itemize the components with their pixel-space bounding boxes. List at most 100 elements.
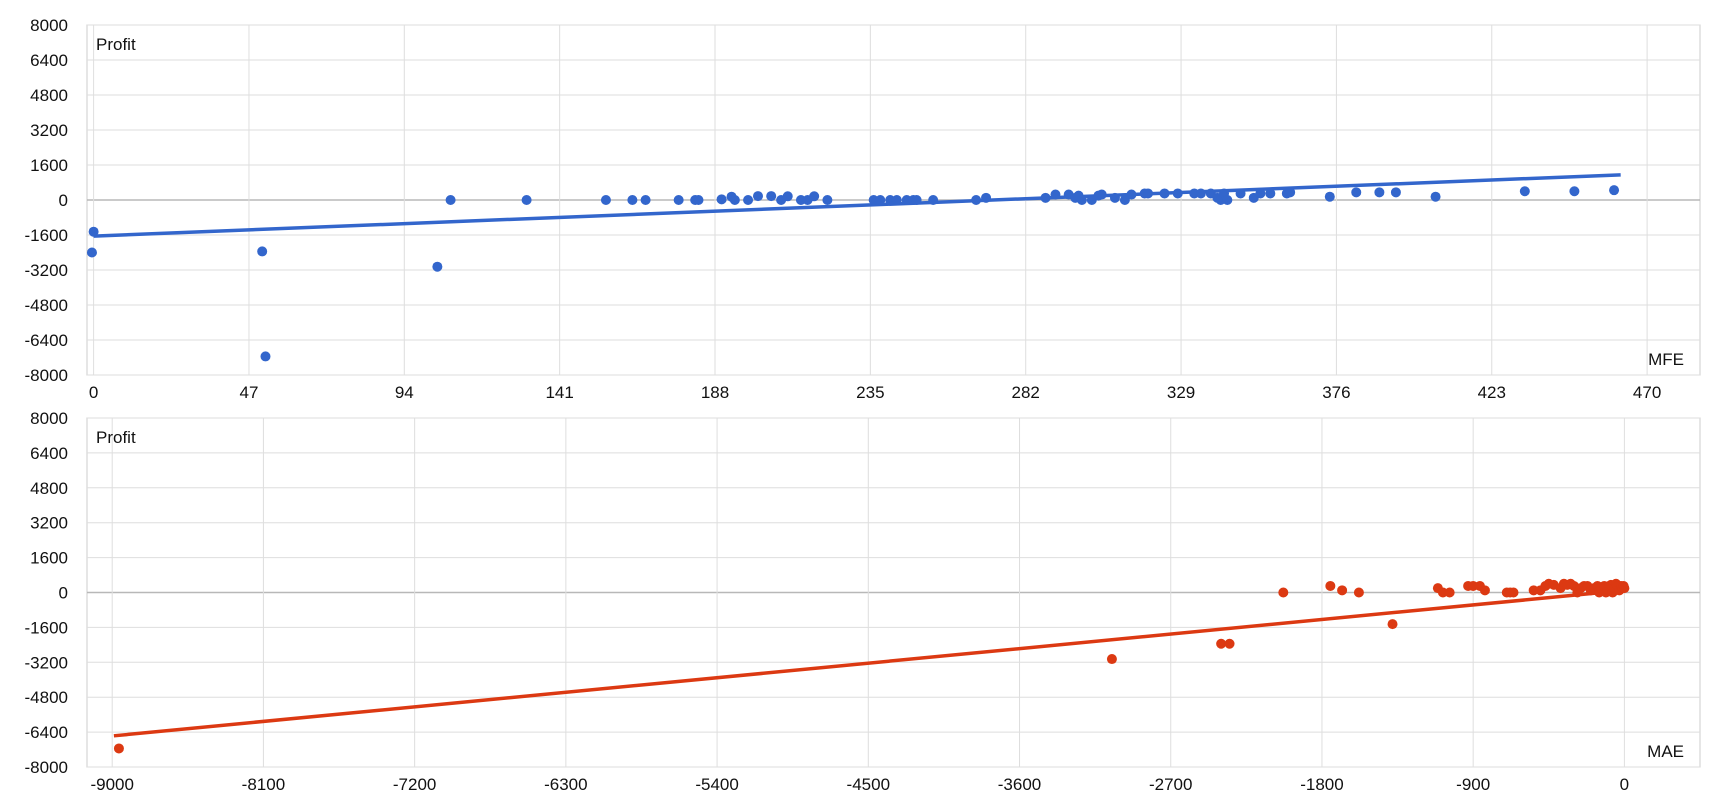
- y-tick-label: -3200: [25, 261, 68, 280]
- x-tick-label: 188: [701, 383, 729, 402]
- x-tick-label: -5400: [695, 775, 738, 794]
- x-tick-label: -3600: [998, 775, 1041, 794]
- data-point: [716, 194, 727, 205]
- data-point: [1195, 188, 1206, 199]
- y-tick-label: 0: [59, 584, 68, 603]
- data-point: [1619, 583, 1630, 594]
- data-point: [521, 195, 532, 205]
- y-tick-label: -8000: [25, 758, 68, 777]
- data-point: [1040, 192, 1051, 203]
- y-tick-label: -6400: [25, 723, 68, 742]
- y-tick-label: 3200: [30, 514, 68, 533]
- data-point: [1374, 187, 1385, 198]
- data-point: [729, 195, 740, 205]
- data-point: [1109, 192, 1120, 203]
- data-point: [1324, 191, 1335, 202]
- x-tick-label: -9000: [90, 775, 133, 794]
- data-point: [1172, 188, 1183, 199]
- data-point: [445, 195, 456, 205]
- y-tick-label: 8000: [30, 16, 68, 35]
- data-point: [891, 195, 902, 205]
- data-point: [1255, 188, 1266, 199]
- data-point: [743, 195, 754, 205]
- x-tick-label: 47: [240, 383, 259, 402]
- x-tick-label: -2700: [1149, 775, 1192, 794]
- data-point: [1519, 186, 1530, 197]
- x-axis-title: MAE: [1647, 742, 1684, 761]
- data-point: [1106, 654, 1117, 665]
- data-point: [88, 226, 99, 237]
- y-tick-label: 1600: [30, 156, 68, 175]
- data-point: [432, 261, 443, 272]
- data-point: [1050, 189, 1061, 200]
- data-point: [693, 195, 704, 205]
- data-point: [1325, 580, 1336, 591]
- x-tick-label: 376: [1322, 383, 1350, 402]
- data-point: [766, 191, 777, 202]
- data-point: [1479, 585, 1490, 596]
- y-tick-label: 1600: [30, 549, 68, 568]
- y-tick-label: 6400: [30, 51, 68, 70]
- x-tick-label: -6300: [544, 775, 587, 794]
- y-tick-label: 0: [59, 191, 68, 210]
- data-point: [1216, 638, 1227, 649]
- data-point: [1569, 186, 1580, 197]
- data-point: [1390, 187, 1401, 198]
- data-point: [1444, 587, 1455, 598]
- data-point: [600, 195, 611, 205]
- data-point: [627, 195, 638, 205]
- x-axis-title: MFE: [1648, 350, 1684, 369]
- data-point: [1351, 187, 1362, 198]
- data-point: [1353, 587, 1364, 598]
- data-point: [1222, 195, 1233, 205]
- data-point: [971, 195, 982, 205]
- data-point: [981, 192, 992, 203]
- x-tick-label: 0: [1620, 775, 1629, 794]
- data-point: [1096, 189, 1107, 200]
- x-tick-label: 470: [1633, 383, 1661, 402]
- data-point: [809, 191, 820, 202]
- x-tick-label: 423: [1478, 383, 1506, 402]
- data-point: [1224, 638, 1235, 649]
- chart-panel-1: 8000 6400 4800 3200 1600 0 -1600 -3200 -4800 -640…: [25, 16, 1701, 402]
- data-point: [257, 246, 268, 257]
- data-point: [673, 195, 684, 205]
- x-tick-label: 94: [395, 383, 414, 402]
- data-point: [752, 191, 763, 202]
- y-axis-title: Profit: [96, 428, 136, 447]
- x-tick-label: 0: [89, 383, 98, 402]
- data-point: [1609, 185, 1620, 196]
- x-tick-label: 141: [545, 383, 573, 402]
- y-tick-label: 4800: [30, 86, 68, 105]
- y-tick-label: -8000: [25, 366, 68, 385]
- data-point: [1143, 188, 1154, 199]
- data-point: [1508, 587, 1519, 598]
- data-point: [928, 195, 939, 205]
- data-point: [1126, 189, 1137, 200]
- y-tick-label: 6400: [30, 444, 68, 463]
- y-tick-label: -1600: [25, 226, 68, 245]
- y-tick-label: -1600: [25, 618, 68, 637]
- y-tick-label: 3200: [30, 121, 68, 140]
- y-tick-label: -6400: [25, 331, 68, 350]
- data-point: [1265, 188, 1276, 199]
- data-point: [1387, 619, 1398, 630]
- data-point: [822, 195, 833, 205]
- trendline: [93, 173, 1621, 238]
- data-point: [1235, 188, 1246, 199]
- data-point: [1337, 585, 1348, 596]
- data-point: [1076, 195, 1087, 205]
- data-point: [86, 247, 97, 258]
- data-point: [875, 195, 886, 205]
- x-tick-label: 235: [856, 383, 884, 402]
- data-point: [260, 351, 271, 362]
- data-point: [1119, 195, 1130, 205]
- trendline: [113, 588, 1623, 738]
- x-tick-label: 329: [1167, 383, 1195, 402]
- y-tick-label: -4800: [25, 688, 68, 707]
- data-point: [782, 191, 793, 202]
- data-point: [640, 195, 651, 205]
- y-tick-label: 8000: [30, 409, 68, 428]
- x-tick-label: -900: [1456, 775, 1490, 794]
